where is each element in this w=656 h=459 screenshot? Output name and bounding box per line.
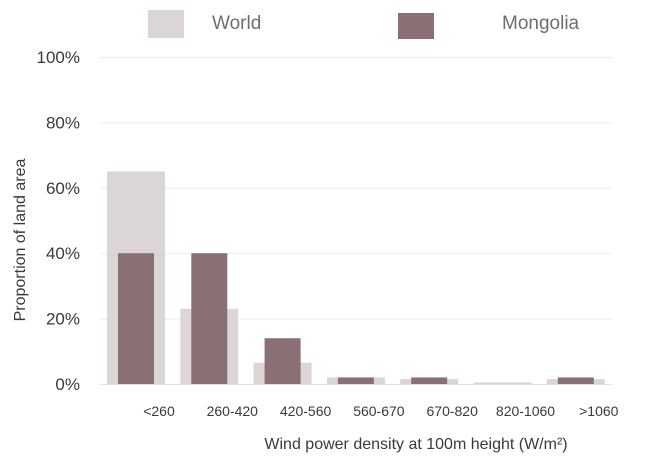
y-axis-ticks: 0% 20% 40% 60% 80% 100% <box>37 48 80 394</box>
series-mongolia <box>118 253 594 384</box>
gridlines <box>100 57 612 320</box>
legend-swatch-mongolia <box>398 13 434 39</box>
bar-mongolia <box>337 377 374 384</box>
series-world <box>107 171 605 384</box>
bar-world <box>473 382 532 384</box>
y-tick-label: 0% <box>55 375 80 394</box>
x-axis-ticks: <260 260-420 420-560 560-670 670-820 820-1060… <box>143 403 618 419</box>
bar-mongolia <box>264 338 301 384</box>
bar-mongolia <box>118 253 154 384</box>
x-tick-label: 820-1060 <box>496 403 555 419</box>
legend: World Mongolia <box>148 10 580 39</box>
y-tick-label: 80% <box>46 113 80 132</box>
x-tick-label: 260-420 <box>207 403 259 419</box>
legend-label-mongolia: Mongolia <box>502 13 580 34</box>
y-tick-label: 100% <box>37 48 80 67</box>
legend-swatch-world <box>148 10 184 38</box>
bar-mongolia <box>191 253 228 384</box>
bar-mongolia <box>557 377 594 384</box>
legend-label-world: World <box>212 13 261 34</box>
x-tick-label: <260 <box>143 403 175 419</box>
x-axis-title: Wind power density at 100m height (W/m²) <box>264 436 567 453</box>
x-tick-label: 420-560 <box>280 403 332 419</box>
x-tick-label: >1060 <box>579 403 619 419</box>
x-tick-label: 560-670 <box>353 403 405 419</box>
x-tick-label: 670-820 <box>427 403 479 419</box>
y-tick-label: 40% <box>46 244 80 263</box>
y-tick-label: 20% <box>46 310 80 329</box>
y-tick-label: 60% <box>46 179 80 198</box>
bar-mongolia <box>411 377 448 384</box>
y-axis-title: Proportion of land area <box>12 159 29 322</box>
